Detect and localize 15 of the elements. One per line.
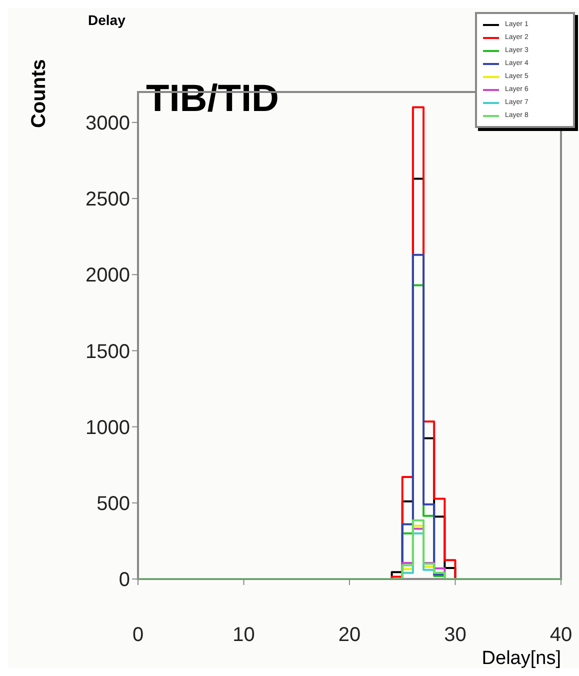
y-tick-label: 1500: [86, 340, 130, 363]
y-tick-label: 1000: [86, 416, 130, 439]
y-tick-label: 0: [118, 569, 130, 592]
x-tick-label: 20: [338, 624, 361, 646]
y-tick-label: 3000: [86, 112, 130, 135]
y-tick-label: 2000: [86, 264, 130, 287]
chart-title: Delay: [88, 12, 126, 28]
x-axis-title: Delay[ns]: [482, 648, 561, 670]
x-tick-label: 30: [444, 624, 466, 646]
x-tick-label: 10: [232, 624, 255, 646]
y-tick-label: 2500: [86, 188, 130, 211]
x-tick-label: 40: [550, 624, 572, 646]
x-tick-label: 0: [132, 624, 144, 646]
y-axis-title: Counts: [28, 59, 51, 128]
y-tick-label: 500: [96, 493, 130, 516]
